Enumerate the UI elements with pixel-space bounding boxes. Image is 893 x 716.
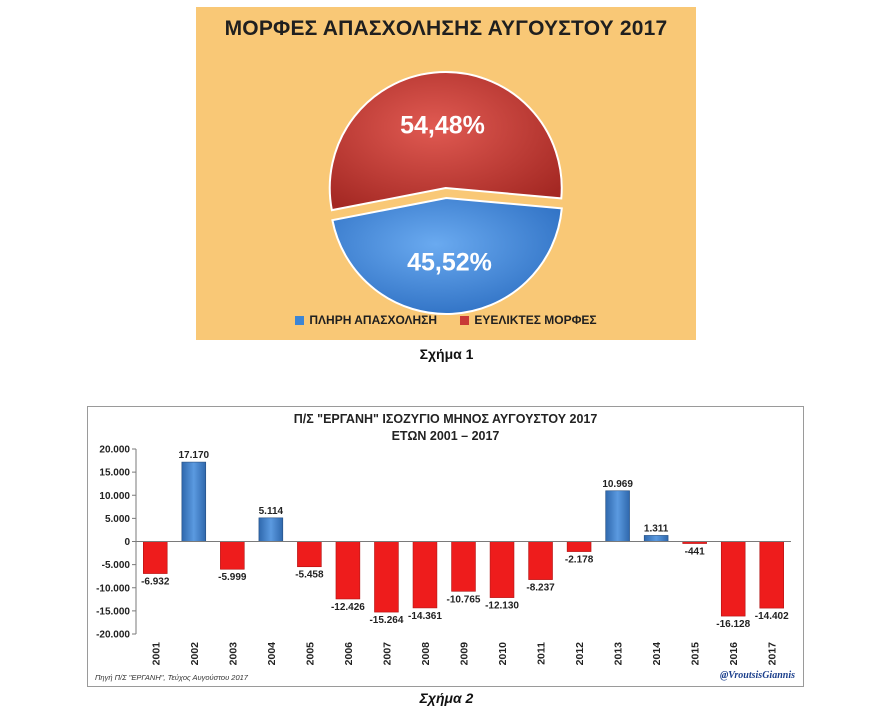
- x-tick-label: 2001: [150, 642, 162, 666]
- legend-label-full-time: ΠΛΗΡΗ ΑΠΑΣΧΟΛΗΣΗ: [309, 313, 438, 327]
- pie-chart-title: ΜΟΡΦΕΣ ΑΠΑΣΧΟΛΗΣΗΣ ΑΥΓΟΥΣΤΟΥ 2017: [224, 17, 668, 40]
- figure-2-caption: Σχήμα 2: [419, 690, 474, 706]
- bar-chart: 20.000 15.000 10.000 5.000 0 -5.000 -10.000 -15…: [96, 445, 791, 666]
- bar-value-label: -441: [685, 547, 705, 558]
- pie-label-full-time: 45,52%: [407, 249, 492, 277]
- y-tick-label: -20.000: [96, 630, 130, 641]
- y-tick-label: 20.000: [99, 445, 130, 456]
- pie-legend: ΠΛΗΡΗ ΑΠΑΣΧΟΛΗΣΗ ΕΥΕΛΙΚΤΕΣ ΜΟΡΦΕΣ: [196, 313, 696, 328]
- bar-value-label: 5.114: [259, 506, 284, 517]
- bar-chart-subtitle: ΕΤΩΝ 2001 – 2017: [391, 429, 500, 443]
- y-tick-label: 0: [124, 537, 130, 548]
- bar-value-label: -8.237: [526, 583, 555, 594]
- bar-2016: [720, 541, 746, 617]
- y-tick-label: 10.000: [99, 491, 130, 502]
- bar-chart-panel: Π/Σ "ΕΡΓΑΝΗ" ΙΣΟΖΥΓΙΟ ΜΗΝΟΣ ΑΥΓΟΥΣΤΟΥ 20…: [87, 406, 804, 687]
- pie-chart: 45,52% 54,48%: [328, 71, 563, 315]
- x-tick-label: 2009: [459, 642, 471, 666]
- bar-2004: [258, 517, 284, 542]
- figure-1-caption: Σχήμα 1: [419, 346, 474, 362]
- y-tick-label: 5.000: [105, 514, 130, 525]
- bar-chart-title: Π/Σ "ΕΡΓΑΝΗ" ΙΣΟΖΥΓΙΟ ΜΗΝΟΣ ΑΥΓΟΥΣΤΟΥ 20…: [293, 412, 598, 426]
- x-tick-label: 2003: [227, 642, 239, 666]
- bar-2007: [374, 541, 399, 613]
- x-tick-label: 2010: [497, 642, 509, 666]
- source-note: Πηγή Π/Σ "ΕΡΓΑΝΗ", Τεύχος Αυγούστου 2017: [95, 673, 248, 682]
- bar-value-label: -12.130: [485, 601, 519, 612]
- pie-slice-flexible: [328, 71, 563, 212]
- x-tick-label: 2013: [613, 642, 625, 666]
- x-tick-label: 2011: [536, 642, 548, 665]
- pie-slice-full-time: [331, 196, 563, 315]
- bar-chart-title-block: Π/Σ "ΕΡΓΑΝΗ" ΙΣΟΖΥΓΙΟ ΜΗΝΟΣ ΑΥΓΟΥΣΤΟΥ 20…: [88, 411, 803, 445]
- legend-item-full-time: ΠΛΗΡΗ ΑΠΑΣΧΟΛΗΣΗ: [295, 313, 437, 327]
- bar-value-label: -15.264: [369, 615, 403, 626]
- bar-2017: [759, 541, 784, 609]
- bar-value-label: -5.458: [295, 570, 324, 581]
- bar-2011: [528, 541, 553, 580]
- bar-2014: [643, 535, 669, 542]
- bar-value-label: 1.311: [644, 523, 669, 534]
- bar-2006: [335, 541, 361, 600]
- bar-2013: [605, 490, 630, 542]
- bar-2012: [566, 541, 592, 552]
- legend-swatch-flexible: [460, 315, 470, 325]
- bar-2002: [181, 461, 207, 542]
- author-credit: @VroutsisGiannis: [719, 670, 795, 681]
- bar-value-label: -12.426: [331, 602, 365, 613]
- bar-2010: [489, 541, 515, 598]
- x-tick-label: 2012: [574, 642, 586, 666]
- x-tick-label: 2007: [381, 642, 393, 666]
- bar-value-label: -10.765: [447, 594, 481, 605]
- bar-value-label: -16.128: [716, 619, 750, 630]
- bar-2003: [220, 541, 245, 570]
- x-tick-label: 2002: [189, 642, 201, 666]
- bar-2009: [451, 541, 476, 592]
- bar-2005: [297, 541, 322, 568]
- y-tick-label: -10.000: [96, 583, 130, 594]
- x-tick-label: 2014: [651, 642, 663, 666]
- x-tick-label: 2006: [343, 642, 355, 666]
- y-tick-label: -15.000: [96, 606, 130, 617]
- x-tick-label: 2005: [304, 642, 316, 666]
- bar-value-label: -2.178: [565, 555, 594, 566]
- x-tick-label: 2016: [728, 642, 740, 666]
- bar-2001: [143, 541, 168, 574]
- x-tick-label: 2015: [690, 642, 702, 666]
- x-tick-label: 2004: [266, 642, 278, 666]
- legend-label-flexible: ΕΥΕΛΙΚΤΕΣ ΜΟΡΦΕΣ: [474, 313, 597, 327]
- bar-value-label: -14.402: [755, 611, 789, 622]
- bar-2008: [412, 541, 438, 609]
- bar-value-label: -14.361: [408, 611, 442, 622]
- x-tick-label: 2008: [420, 642, 432, 666]
- bar-value-label: 10.969: [602, 479, 633, 490]
- x-tick-label: 2017: [767, 642, 779, 666]
- bar-value-label: 17.170: [178, 450, 209, 461]
- pie-chart-panel: ΜΟΡΦΕΣ ΑΠΑΣΧΟΛΗΣΗΣ ΑΥΓΟΥΣΤΟΥ 2017 45,52%…: [196, 7, 696, 340]
- bar-value-label: -6.932: [141, 577, 170, 588]
- legend-item-flexible: ΕΥΕΛΙΚΤΕΣ ΜΟΡΦΕΣ: [460, 313, 597, 327]
- legend-swatch-full-time: [295, 315, 305, 325]
- y-tick-label: -5.000: [102, 560, 131, 571]
- pie-label-flexible: 54,48%: [400, 111, 485, 139]
- bar-value-label: -5.999: [218, 572, 247, 583]
- y-tick-label: 15.000: [99, 468, 130, 479]
